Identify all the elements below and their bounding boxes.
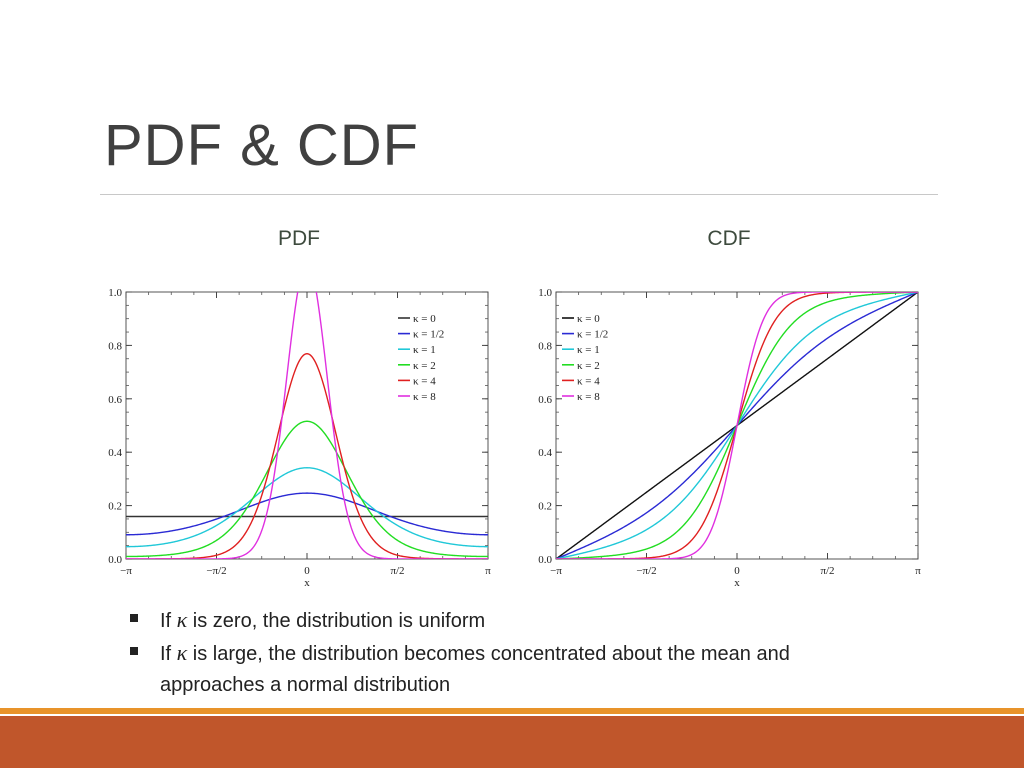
- x-tick-label: −π: [550, 565, 562, 577]
- cdf-chart: 0.0 0.2 0.4 0.6 0.8 1.0 −π −π/2 0 π/2 π x κ = 0 κ = 1…: [526, 282, 928, 594]
- bullet-text-prefix: If: [160, 643, 177, 665]
- series-line: [126, 420, 488, 558]
- legend-label: κ = 1/2: [577, 329, 608, 341]
- x-tick-label: 0: [734, 565, 740, 577]
- legend-label: κ = 1/2: [413, 329, 444, 341]
- bullet-square-icon: [130, 647, 138, 655]
- y-tick-label: 0.6: [538, 394, 552, 406]
- y-tick-label: 1.0: [538, 287, 552, 299]
- bullet-item: If κ is zero, the distribution is unifor…: [128, 604, 888, 637]
- legend-label: κ = 2: [413, 360, 436, 372]
- legend-label: κ = 2: [577, 360, 600, 372]
- y-tick-label: 0.8: [538, 340, 552, 352]
- legend-label: κ = 0: [413, 313, 436, 325]
- x-tick-label: π/2: [390, 565, 404, 577]
- title-divider: [100, 194, 938, 195]
- legend-label: κ = 8: [577, 391, 600, 403]
- y-tick-label: 0.6: [108, 394, 122, 406]
- legend-label: κ = 1: [577, 344, 600, 356]
- bullet-text: is large, the distribution becomes conce…: [160, 643, 790, 696]
- legend-label: κ = 1: [413, 344, 436, 356]
- pdf-chart-svg: 0.0 0.2 0.4 0.6 0.8 1.0 −π −π/2 0 π/2 π x κ = 0 κ = 1…: [108, 287, 491, 589]
- series-line: [556, 292, 918, 559]
- bullet-square-icon: [130, 614, 138, 622]
- footer-band: [0, 716, 1024, 768]
- x-tick-label: π: [915, 565, 921, 577]
- kappa-symbol: κ: [176, 640, 188, 665]
- pdf-chart-heading: PDF: [278, 227, 320, 250]
- kappa-symbol: κ: [176, 607, 188, 632]
- x-tick-label: π: [485, 565, 491, 577]
- x-axis-label: x: [304, 577, 310, 589]
- x-tick-label: −π/2: [206, 565, 226, 577]
- x-tick-label: −π/2: [636, 565, 656, 577]
- legend-label: κ = 0: [577, 313, 600, 325]
- y-tick-label: 0.4: [538, 447, 552, 459]
- cdf-chart-svg: 0.0 0.2 0.4 0.6 0.8 1.0 −π −π/2 0 π/2 π x κ = 0 κ = 1…: [538, 287, 921, 589]
- y-tick-label: 0.8: [108, 340, 122, 352]
- legend-label: κ = 8: [413, 391, 436, 403]
- series-line: [126, 467, 488, 548]
- legend-label: κ = 4: [577, 375, 600, 387]
- x-tick-label: 0: [304, 565, 310, 577]
- y-tick-label: 0.2: [108, 501, 122, 513]
- legend-label: κ = 4: [413, 375, 436, 387]
- x-tick-label: −π: [120, 565, 132, 577]
- footer-accent-stripe: [0, 708, 1024, 714]
- cdf-chart-heading: CDF: [707, 227, 751, 250]
- y-tick-label: 0.4: [108, 447, 122, 459]
- y-tick-label: 0.0: [538, 554, 552, 566]
- x-tick-label: π/2: [820, 565, 834, 577]
- bullet-text: is zero, the distribution is uniform: [187, 610, 486, 632]
- y-tick-label: 0.0: [108, 554, 122, 566]
- bullet-list: If κ is zero, the distribution is unifor…: [128, 604, 888, 701]
- series-line: [126, 492, 488, 536]
- y-tick-label: 1.0: [108, 287, 122, 299]
- bullet-item: If κ is large, the distribution becomes …: [128, 637, 888, 701]
- pdf-chart: 0.0 0.2 0.4 0.6 0.8 1.0 −π −π/2 0 π/2 π x κ = 0 κ = 1…: [96, 282, 498, 594]
- bullet-text-prefix: If: [160, 610, 177, 632]
- slide-title: PDF & CDF: [104, 113, 420, 178]
- y-tick-label: 0.2: [538, 501, 552, 513]
- x-axis-label: x: [734, 577, 740, 589]
